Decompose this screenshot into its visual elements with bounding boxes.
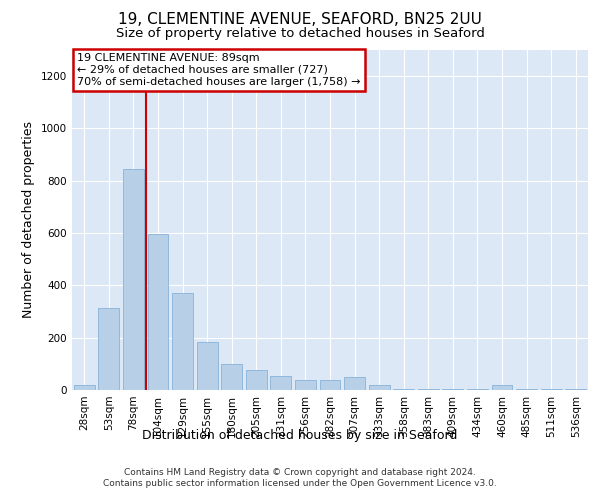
Bar [442, 389, 463, 390]
Text: 19, CLEMENTINE AVENUE, SEAFORD, BN25 2UU: 19, CLEMENTINE AVENUE, SEAFORD, BN25 2UU [118, 12, 482, 28]
Bar [148, 234, 169, 390]
Bar [271, 376, 292, 390]
Bar [246, 370, 267, 390]
Bar [221, 364, 242, 390]
Bar [393, 388, 414, 390]
Text: Distribution of detached houses by size in Seaford: Distribution of detached houses by size … [142, 430, 458, 442]
Bar [467, 389, 488, 390]
Bar [172, 293, 193, 390]
Y-axis label: Number of detached properties: Number of detached properties [22, 122, 35, 318]
Bar [491, 386, 512, 390]
Bar [541, 389, 562, 390]
Bar [123, 169, 144, 390]
Bar [418, 389, 439, 390]
Text: Contains HM Land Registry data © Crown copyright and database right 2024.
Contai: Contains HM Land Registry data © Crown c… [103, 468, 497, 487]
Text: Size of property relative to detached houses in Seaford: Size of property relative to detached ho… [116, 28, 484, 40]
Bar [368, 386, 389, 390]
Bar [295, 380, 316, 390]
Text: 19 CLEMENTINE AVENUE: 89sqm
← 29% of detached houses are smaller (727)
70% of se: 19 CLEMENTINE AVENUE: 89sqm ← 29% of det… [77, 54, 361, 86]
Bar [197, 342, 218, 390]
Bar [74, 385, 95, 390]
Bar [320, 380, 340, 390]
Bar [344, 377, 365, 390]
Bar [98, 308, 119, 390]
Bar [565, 389, 586, 390]
Bar [516, 389, 537, 390]
